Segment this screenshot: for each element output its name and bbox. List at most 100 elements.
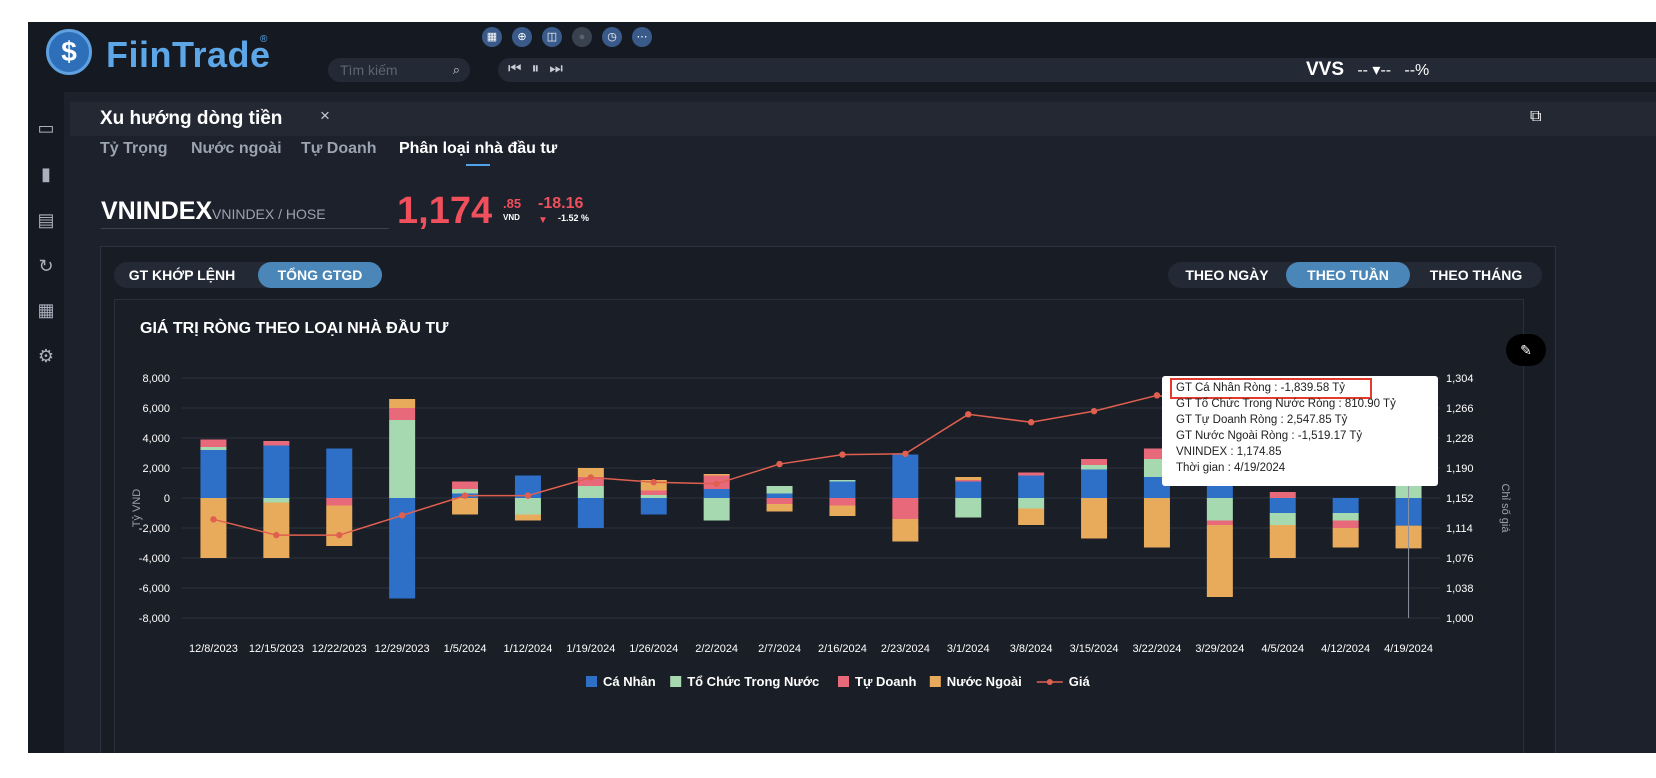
ticker-change: -- ▾-- xyxy=(1357,62,1392,79)
bar-segment xyxy=(829,481,856,498)
index-unit: VND xyxy=(503,213,520,222)
bar-segment xyxy=(389,408,416,420)
bar-segment xyxy=(1143,498,1170,548)
window-icon[interactable]: ▭ xyxy=(37,118,55,138)
save-icon[interactable]: ▤ xyxy=(37,210,55,230)
bar-segment xyxy=(766,498,793,504)
tong-gtgd-button[interactable]: TỔNG GTGD xyxy=(258,262,382,288)
bar-segment xyxy=(514,498,541,515)
tab-close-icon[interactable]: × xyxy=(320,106,330,125)
y2-tick-label: 1,304 xyxy=(1446,373,1474,385)
logo-registered-mark: ® xyxy=(260,34,268,45)
ticker-display: VVS -- ▾-- --% xyxy=(1306,59,1429,81)
legend-swatch xyxy=(670,676,682,687)
bar-segment xyxy=(200,439,227,447)
bar-segment xyxy=(389,420,416,498)
bar-segment xyxy=(955,480,982,482)
x-tick-label: 2/16/2024 xyxy=(818,643,867,655)
ticker-symbol[interactable]: VVS xyxy=(1306,59,1345,80)
sidebar: ▭ ▮ ▤ ↻ ▦ ⚙ xyxy=(28,92,64,753)
x-tick-label: 1/19/2024 xyxy=(566,643,615,655)
expand-icon[interactable]: ⧉ xyxy=(1530,108,1542,125)
gift-icon[interactable]: ◫ xyxy=(542,27,562,47)
bar-segment xyxy=(766,504,793,512)
presentation-icon[interactable]: ▮ xyxy=(41,164,51,184)
logo-text[interactable]: FiinTrade xyxy=(106,34,271,75)
x-tick-label: 2/7/2024 xyxy=(758,643,801,655)
tab-title[interactable]: Xu hướng dòng tiền xyxy=(100,108,283,129)
y2-tick-label: 1,190 xyxy=(1446,463,1474,475)
price-point xyxy=(210,516,217,523)
value-mode-toggle: GT KHỚP LỆNH TỔNG GTGD xyxy=(114,262,382,288)
clock-icon[interactable]: ◷ xyxy=(602,27,622,47)
gt-khop-lenh-button[interactable]: GT KHỚP LỆNH xyxy=(128,267,236,283)
y2-tick-label: 1,266 xyxy=(1446,403,1474,415)
magic-wand-button[interactable]: ✎ xyxy=(1506,334,1546,366)
document-icon[interactable]: ▦ xyxy=(37,300,55,320)
x-tick-label: 2/23/2024 xyxy=(881,643,930,655)
bar-segment xyxy=(829,480,856,482)
price-point xyxy=(650,479,657,486)
bar-segment xyxy=(326,498,353,506)
theo-tuan-button[interactable]: THEO TUẦN xyxy=(1286,262,1410,288)
bar-segment xyxy=(640,490,667,495)
x-tick-label: 3/29/2024 xyxy=(1195,643,1244,655)
price-point xyxy=(839,451,846,458)
bar-segment xyxy=(766,493,793,498)
legend-line-marker xyxy=(1046,679,1053,685)
bar-segment xyxy=(200,447,227,450)
price-point xyxy=(1153,392,1161,399)
price-point xyxy=(965,411,972,418)
tooltip-highlight-box xyxy=(1170,378,1372,399)
theo-ngay-button[interactable]: THEO NGÀY xyxy=(1185,267,1269,283)
theo-thang-button[interactable]: THEO THÁNG xyxy=(1429,267,1523,283)
logo-icon[interactable]: $ xyxy=(46,29,92,75)
subtab-phan-loai[interactable]: Phân loại nhà đầu tư xyxy=(399,140,558,157)
bar-segment xyxy=(1081,498,1108,539)
x-tick-label: 12/22/2023 xyxy=(312,643,367,655)
bar-segment xyxy=(1081,469,1108,498)
legend-label: Cá Nhân xyxy=(603,674,656,689)
y-tick-label: 4,000 xyxy=(142,433,170,445)
tooltip-time: Thời gian : 4/19/2024 xyxy=(1176,462,1286,474)
bar-segment xyxy=(1269,492,1296,498)
bar-segment xyxy=(1332,528,1359,548)
index-name[interactable]: VNINDEX xyxy=(101,197,213,225)
y-axis-title: Tỷ VND xyxy=(131,489,143,528)
period-toggle: THEO NGÀY THEO TUẦN THEO THÁNG xyxy=(1168,262,1542,288)
more-icon[interactable]: ⋯ xyxy=(632,27,652,47)
grid-icon[interactable]: ▦ xyxy=(482,27,502,47)
x-tick-label: 3/1/2024 xyxy=(947,643,990,655)
subtab-nuoc-ngoai[interactable]: Nước ngoài xyxy=(191,140,282,157)
x-tick-label: 12/29/2023 xyxy=(375,643,430,655)
subtab-tu-doanh[interactable]: Tự Doanh xyxy=(301,140,377,157)
bar-segment xyxy=(200,450,227,498)
x-tick-label: 3/15/2024 xyxy=(1070,643,1119,655)
bar-segment xyxy=(703,498,730,521)
zoom-icon[interactable]: ⊕ xyxy=(512,27,532,47)
price-point xyxy=(713,480,720,487)
legend-swatch xyxy=(586,676,597,687)
bar-segment xyxy=(452,481,479,489)
subtab-ty-trong[interactable]: Tỷ Trọng xyxy=(100,140,168,157)
y2-tick-label: 1,038 xyxy=(1446,583,1474,595)
x-tick-label: 4/5/2024 xyxy=(1261,643,1304,655)
bar-segment xyxy=(703,474,730,476)
bar-segment xyxy=(640,498,667,515)
bar-segment xyxy=(1018,472,1045,476)
y-tick-label: 0 xyxy=(164,493,170,505)
ticker-pct: --% xyxy=(1404,62,1430,79)
bar-segment xyxy=(1269,498,1296,513)
player-controls[interactable]: ⏮ ⏸ ⏭ xyxy=(508,60,566,77)
chart-tooltip: GT Cá Nhân Ròng : -1,839.58 Tỷ GT Tổ Chứ… xyxy=(1162,376,1438,486)
price-point xyxy=(273,531,280,539)
app-window: $ FiinTrade ® ▦ ⊕ ◫ ● ◷ ⋯ ⌕ ⏮ ⏸ ⏭ VVS --… xyxy=(28,22,1656,753)
search-input[interactable] xyxy=(340,58,440,82)
x-tick-label: 4/19/2024 xyxy=(1384,643,1433,655)
refresh-icon[interactable]: ↻ xyxy=(38,256,54,276)
search-icon[interactable]: ⌕ xyxy=(452,62,460,77)
index-price-decimals: .85 xyxy=(503,196,522,211)
bar-segment xyxy=(263,441,290,446)
gear-icon[interactable]: ⚙ xyxy=(37,346,55,366)
bar-segment xyxy=(1269,513,1296,525)
